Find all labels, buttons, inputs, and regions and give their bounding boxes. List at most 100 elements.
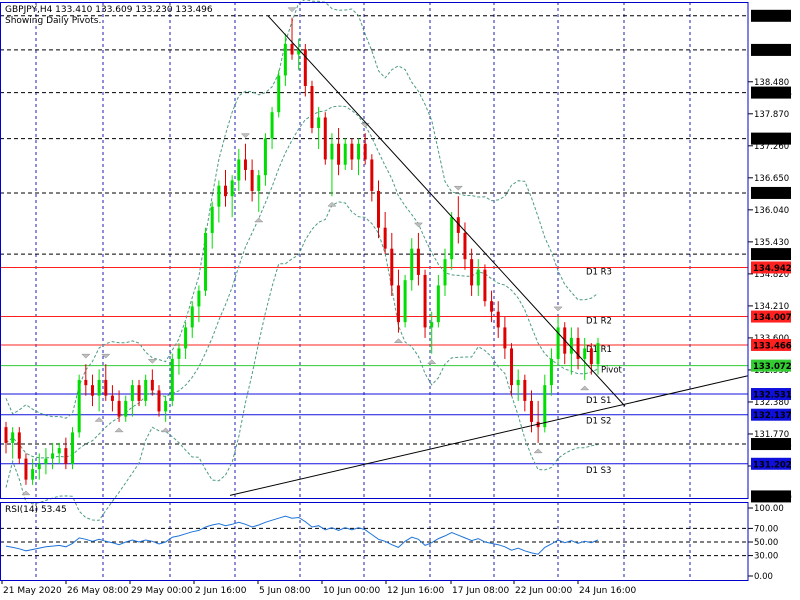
candle[interactable] bbox=[84, 364, 88, 396]
candle[interactable] bbox=[270, 106, 274, 149]
candle[interactable] bbox=[317, 106, 321, 149]
rsi-pane[interactable] bbox=[0, 515, 748, 557]
candle[interactable] bbox=[144, 374, 148, 407]
price-badge[interactable]: 139.087 bbox=[751, 43, 792, 57]
price-badge[interactable]: 134.942 bbox=[751, 261, 792, 274]
candle[interactable] bbox=[290, 17, 294, 60]
candle[interactable] bbox=[190, 301, 194, 338]
candle[interactable] bbox=[337, 127, 341, 176]
candle[interactable] bbox=[410, 238, 414, 291]
candle[interactable] bbox=[516, 369, 520, 401]
candle[interactable] bbox=[343, 138, 347, 170]
candle[interactable] bbox=[363, 133, 367, 165]
candle[interactable] bbox=[170, 353, 174, 407]
price-badge[interactable]: 135.197 bbox=[751, 248, 792, 261]
trendline-descending[interactable] bbox=[267, 15, 626, 407]
candle[interactable] bbox=[376, 180, 380, 239]
candle[interactable] bbox=[277, 70, 281, 118]
candle[interactable] bbox=[11, 427, 15, 459]
candle[interactable] bbox=[423, 269, 427, 338]
candle[interactable] bbox=[476, 259, 480, 296]
candle[interactable] bbox=[310, 80, 314, 134]
price-badge[interactable]: 131.578 bbox=[751, 438, 792, 451]
candle[interactable] bbox=[569, 327, 573, 375]
candle[interactable] bbox=[583, 337, 587, 380]
candle[interactable] bbox=[403, 274, 407, 328]
price-badge[interactable]: 136.362 bbox=[751, 186, 792, 200]
candle[interactable] bbox=[383, 211, 387, 254]
price-badge[interactable]: 137.397 bbox=[751, 132, 792, 146]
price-badge[interactable]: 132.137 bbox=[751, 408, 792, 422]
candle[interactable] bbox=[4, 421, 8, 454]
candle[interactable] bbox=[117, 390, 121, 422]
candle[interactable] bbox=[250, 159, 254, 202]
candle[interactable] bbox=[177, 343, 181, 375]
candle[interactable] bbox=[224, 169, 228, 207]
candle[interactable] bbox=[217, 180, 221, 223]
candle[interactable] bbox=[450, 211, 454, 270]
candle[interactable] bbox=[130, 379, 134, 417]
candle[interactable] bbox=[430, 311, 434, 354]
candle[interactable] bbox=[90, 374, 94, 407]
candle[interactable] bbox=[257, 169, 261, 212]
candle[interactable] bbox=[197, 285, 201, 323]
candle[interactable] bbox=[456, 196, 460, 244]
candle[interactable] bbox=[596, 337, 600, 375]
candle[interactable] bbox=[137, 379, 141, 407]
candle[interactable] bbox=[157, 385, 161, 417]
time-axis[interactable]: 21 May 2020 26 May 08:00 29 May 00:00 2 Jun… bbox=[1, 580, 636, 596]
candle[interactable] bbox=[104, 364, 108, 401]
candle[interactable] bbox=[77, 374, 81, 438]
candle[interactable] bbox=[370, 154, 374, 202]
price-badge[interactable]: 130.580 bbox=[751, 490, 792, 503]
candle[interactable] bbox=[496, 301, 500, 338]
candle[interactable] bbox=[150, 369, 154, 396]
candle[interactable] bbox=[24, 453, 28, 485]
candle[interactable] bbox=[164, 395, 168, 422]
candle[interactable] bbox=[64, 437, 68, 470]
candle[interactable] bbox=[71, 427, 75, 470]
candle[interactable] bbox=[31, 458, 35, 485]
candle[interactable] bbox=[549, 348, 553, 396]
candle[interactable] bbox=[124, 395, 128, 422]
price-axis[interactable]: 138.480 137.870 137.260 136.650 136.040 135.4… bbox=[748, 9, 792, 582]
candle[interactable] bbox=[470, 248, 474, 296]
rsi-line[interactable] bbox=[5, 515, 599, 555]
candle[interactable] bbox=[330, 133, 334, 197]
candle[interactable] bbox=[396, 269, 400, 333]
candle[interactable] bbox=[436, 274, 440, 328]
candlestick-series[interactable] bbox=[4, 17, 600, 485]
candle[interactable] bbox=[37, 453, 41, 480]
candle[interactable] bbox=[576, 327, 580, 370]
candle[interactable] bbox=[230, 175, 234, 218]
candle[interactable] bbox=[390, 232, 394, 296]
candle[interactable] bbox=[350, 138, 354, 170]
candle[interactable] bbox=[44, 448, 48, 475]
candle[interactable] bbox=[237, 148, 241, 191]
candle[interactable] bbox=[357, 138, 361, 176]
price-badge[interactable]: 134.007 bbox=[751, 310, 792, 324]
candle[interactable] bbox=[297, 38, 301, 71]
candle[interactable] bbox=[283, 33, 287, 86]
trendline-ascending[interactable] bbox=[229, 375, 749, 496]
price-badge[interactable]: 133.466 bbox=[751, 338, 792, 352]
candle[interactable] bbox=[463, 222, 467, 270]
trendlines[interactable] bbox=[229, 15, 749, 496]
candle[interactable] bbox=[243, 143, 247, 181]
candle[interactable] bbox=[263, 133, 267, 186]
candle[interactable] bbox=[323, 112, 327, 165]
candle[interactable] bbox=[303, 43, 307, 97]
candle[interactable] bbox=[57, 442, 61, 464]
price-badge[interactable]: 133.072 bbox=[751, 359, 792, 373]
candle[interactable] bbox=[510, 343, 514, 396]
price-badge[interactable]: 132.531 bbox=[751, 388, 792, 401]
price-badge[interactable]: 139.737 bbox=[751, 9, 792, 23]
candle[interactable] bbox=[523, 374, 527, 412]
candle[interactable] bbox=[503, 316, 507, 359]
candle[interactable] bbox=[556, 316, 560, 365]
candle[interactable] bbox=[490, 290, 494, 323]
candle[interactable] bbox=[17, 427, 21, 464]
price-badge[interactable]: 131.202 bbox=[751, 457, 792, 471]
candle[interactable] bbox=[97, 369, 101, 412]
